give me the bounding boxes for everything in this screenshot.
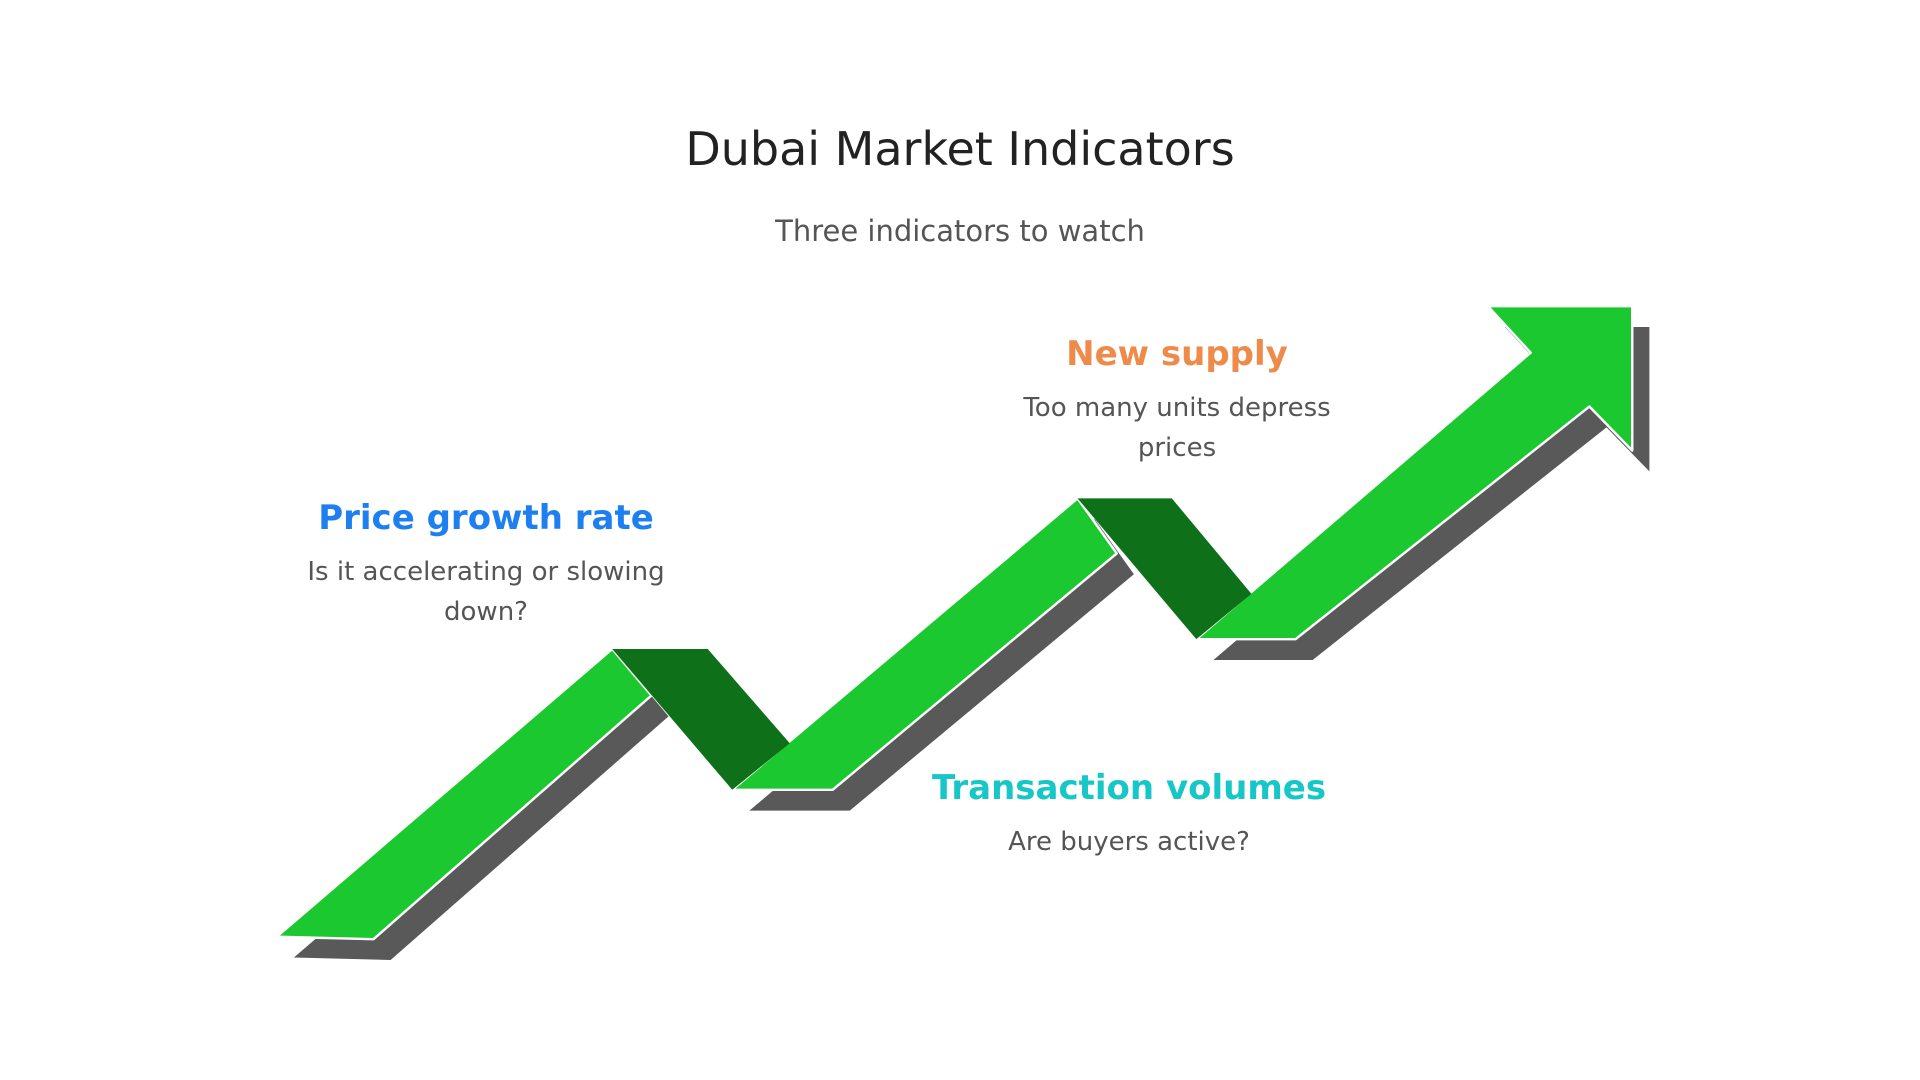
item-description: Too many units depress prices [1023,393,1331,463]
item-description: Are buyers active? [1008,827,1250,857]
item-description: Is it accelerating or slowing down? [307,557,665,627]
item-title: New supply [1066,334,1288,374]
item-title: Price growth rate [318,498,654,538]
arrow-folds [612,498,1252,790]
item-title: Transaction volumes [931,768,1327,808]
subtitle: Three indicators to watch [775,214,1145,248]
arrow-body [275,304,1634,941]
title: Dubai Market Indicators [685,122,1235,176]
